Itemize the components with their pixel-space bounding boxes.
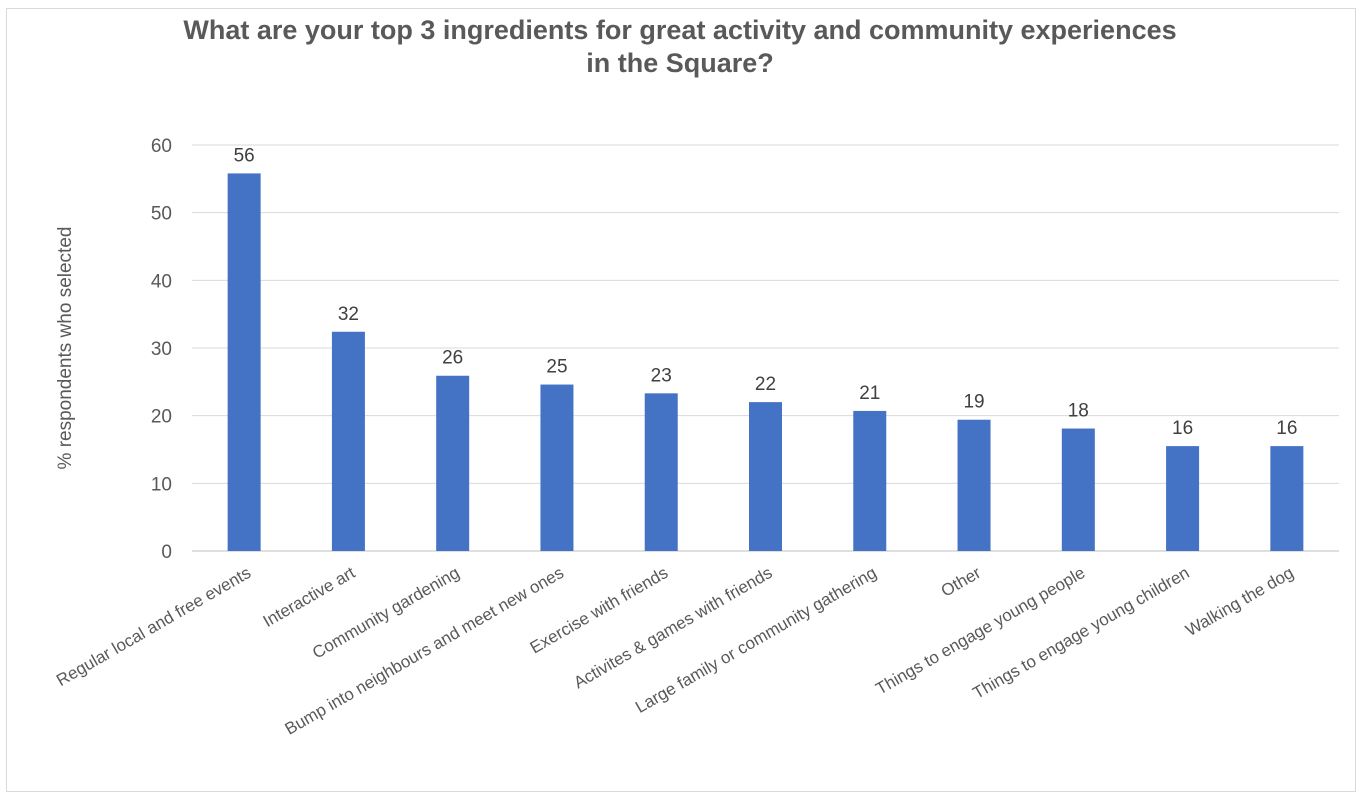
- bar: [1061, 428, 1095, 551]
- data-labels: 56 32 26 25 23 22 21 19 18 16 16: [234, 145, 1298, 439]
- x-tick-label: Walking the dog: [1182, 563, 1297, 640]
- bar: [331, 331, 365, 551]
- bar: [227, 173, 261, 552]
- y-tick-label: 40: [151, 271, 172, 292]
- y-tick-label: 20: [151, 407, 172, 428]
- data-label: 25: [546, 357, 567, 378]
- data-label: 23: [651, 365, 672, 386]
- category-labels: Regular local and free events Interactive…: [53, 563, 1297, 739]
- data-label: 16: [1276, 418, 1297, 439]
- bar: [1166, 446, 1200, 551]
- x-tick-label: Other: [938, 563, 985, 601]
- data-label: 21: [859, 383, 880, 404]
- data-label: 22: [755, 374, 776, 395]
- x-tick-label: Things to engage young people: [873, 563, 1089, 699]
- bar: [957, 419, 991, 551]
- x-tick-label: Activites & games with friends: [570, 563, 775, 692]
- data-label: 32: [338, 304, 359, 325]
- y-tick-label: 0: [161, 542, 172, 563]
- data-label: 56: [234, 145, 255, 166]
- x-tick-label: Things to engage young children: [969, 563, 1192, 703]
- bar: [853, 410, 887, 551]
- bar: [644, 393, 678, 551]
- bar: [540, 384, 574, 551]
- chart-title: What are your top 3 ingredients for grea…: [0, 14, 1360, 80]
- data-label: 16: [1172, 418, 1193, 439]
- data-label: 18: [1068, 401, 1089, 422]
- data-label: 26: [442, 348, 463, 369]
- y-axis-ticks: 0 10 20 30 40 50 60: [151, 136, 172, 563]
- y-tick-label: 50: [151, 204, 172, 225]
- chart-title-line-2: in the Square?: [586, 48, 774, 78]
- bar: [749, 402, 782, 551]
- y-tick-label: 60: [151, 136, 172, 157]
- data-label: 19: [963, 392, 984, 413]
- y-tick-label: 30: [151, 339, 172, 360]
- chart-title-line-1: What are your top 3 ingredients for grea…: [183, 15, 1177, 45]
- y-tick-label: 10: [151, 474, 172, 495]
- x-tick-label: Regular local and free events: [53, 563, 254, 690]
- y-axis-label: % respondents who selected: [55, 227, 76, 470]
- bars: [227, 173, 1304, 552]
- x-tick-label: Interactive art: [260, 563, 359, 631]
- bar: [1270, 446, 1304, 551]
- bar: [436, 375, 470, 551]
